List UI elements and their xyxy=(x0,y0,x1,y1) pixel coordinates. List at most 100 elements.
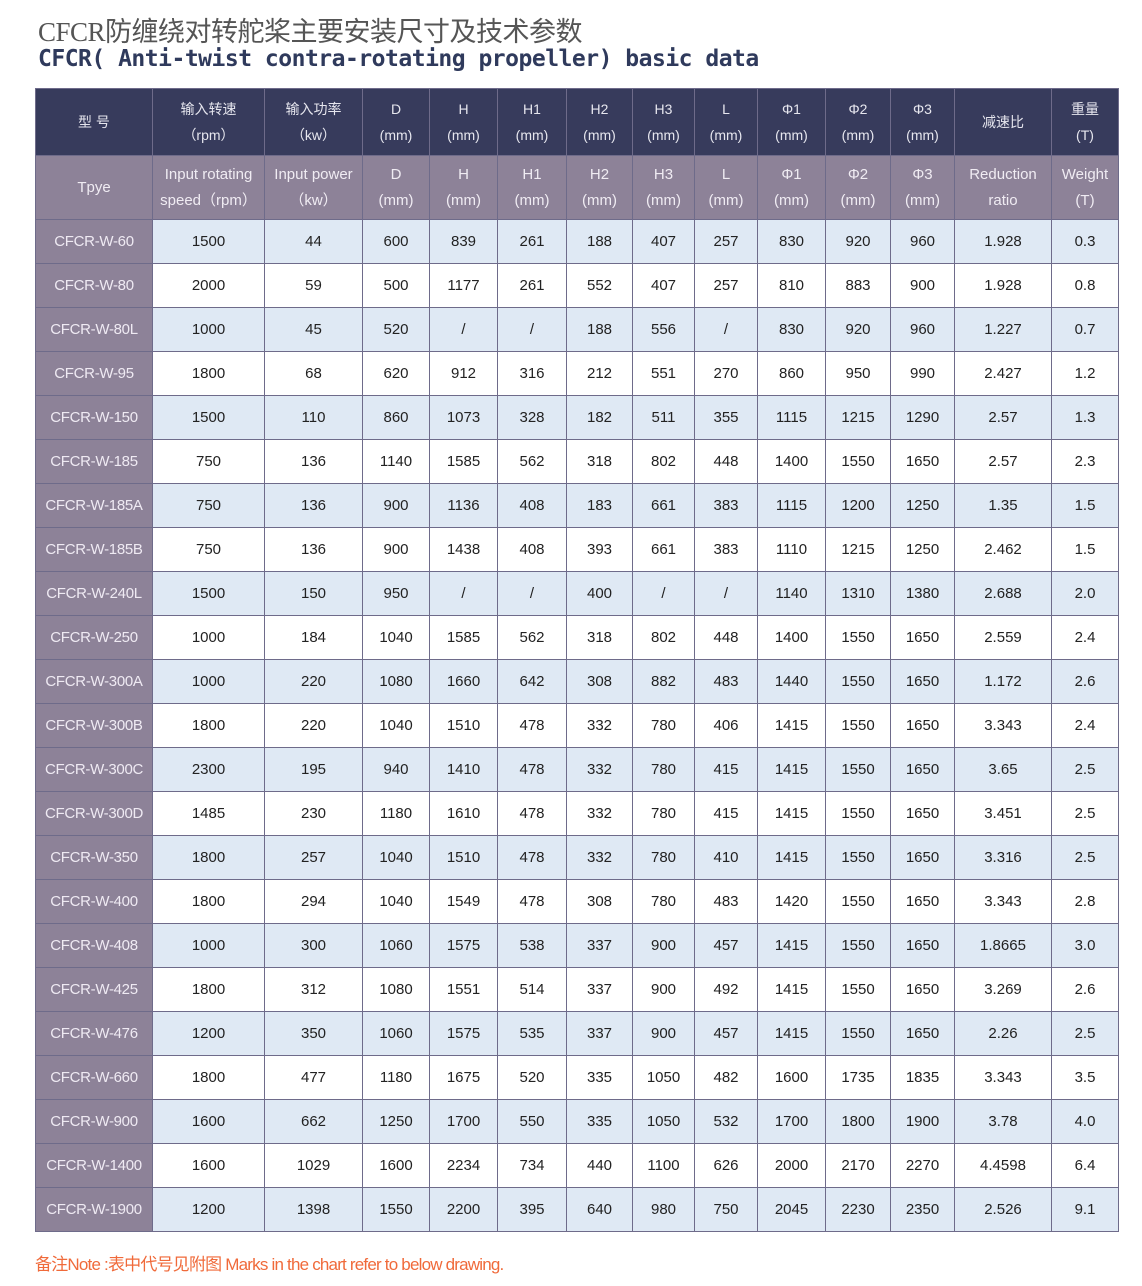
value-cell: 1650 xyxy=(890,1011,955,1056)
value-cell: 335 xyxy=(566,1055,633,1100)
value-cell: 1115 xyxy=(757,483,826,528)
header-line: 输入转速 xyxy=(180,101,237,117)
value-cell: 59 xyxy=(264,263,363,308)
value-cell: 1180 xyxy=(362,791,430,836)
specs-table: 型 号 输入转速 （rpm） 输入功率 （kw） D (mm) H (mm) H1 (mm) H2 (m… xyxy=(35,88,1119,1232)
value-cell: 661 xyxy=(632,527,695,572)
value-cell: 1500 xyxy=(152,571,265,616)
value-cell: 1550 xyxy=(825,703,891,748)
value-cell: 1.5 xyxy=(1051,483,1119,528)
table-row: CFCR-W-1900 1200 1398 1550 2200 395 640 980 750 2… xyxy=(35,1187,1119,1232)
column-header: H2 (mm) xyxy=(566,155,633,220)
value-cell: 1650 xyxy=(890,747,955,792)
column-header: H2 (mm) xyxy=(566,88,633,156)
value-cell: 538 xyxy=(497,923,567,968)
table-row: CFCR-W-95 1800 68 620 912 316 212 551 270 860 950 9… xyxy=(35,351,1119,396)
value-cell: 1650 xyxy=(890,791,955,836)
value-cell: 395 xyxy=(497,1187,567,1232)
value-cell: 830 xyxy=(757,219,826,264)
value-cell: 960 xyxy=(890,219,955,264)
header-line: Input rotating xyxy=(164,165,253,183)
value-cell: 2270 xyxy=(890,1143,955,1188)
value-cell: 182 xyxy=(566,395,633,440)
header-line: H xyxy=(458,165,469,183)
column-header: 输入功率 （kw） xyxy=(264,88,363,156)
column-header: Input power （kw） xyxy=(264,155,363,220)
value-cell: 990 xyxy=(890,351,955,396)
value-cell: 332 xyxy=(566,835,633,880)
header-line: ratio xyxy=(988,191,1018,209)
value-cell: 1650 xyxy=(890,967,955,1012)
header-line: （kw） xyxy=(289,191,338,209)
value-cell: 900 xyxy=(362,483,430,528)
value-cell: 1700 xyxy=(429,1099,498,1144)
value-cell: 410 xyxy=(694,835,758,880)
value-cell: 900 xyxy=(632,967,695,1012)
value-cell: 1650 xyxy=(890,835,955,880)
value-cell: 1415 xyxy=(757,791,826,836)
table-row: CFCR-W-300C 2300 195 940 1410 478 332 780 415 141… xyxy=(35,747,1119,792)
header-line: （kw） xyxy=(290,127,337,143)
column-header: Φ1 (mm) xyxy=(757,155,826,220)
value-cell: 337 xyxy=(566,1011,633,1056)
value-cell: 318 xyxy=(566,615,633,660)
value-cell: 1575 xyxy=(429,1011,498,1056)
value-cell: 1550 xyxy=(825,615,891,660)
value-cell: 1.928 xyxy=(954,263,1052,308)
value-cell: 1.3 xyxy=(1051,395,1119,440)
value-cell: 3.65 xyxy=(954,747,1052,792)
model-cell: CFCR-W-476 xyxy=(35,1011,153,1056)
value-cell: 483 xyxy=(694,879,758,924)
value-cell: 318 xyxy=(566,439,633,484)
value-cell: 1215 xyxy=(825,527,891,572)
header-line: D xyxy=(390,101,402,117)
table-row: CFCR-W-150 1500 110 860 1073 328 182 511 355 1115… xyxy=(35,395,1119,440)
value-cell: 136 xyxy=(264,527,363,572)
header-line: speed（rpm） xyxy=(160,191,257,209)
value-cell: 2.526 xyxy=(954,1187,1052,1232)
value-cell: 1800 xyxy=(152,703,265,748)
value-cell: 2.57 xyxy=(954,439,1052,484)
value-cell: 780 xyxy=(632,747,695,792)
value-cell: 1600 xyxy=(757,1055,826,1100)
value-cell: 408 xyxy=(497,527,567,572)
value-cell: 478 xyxy=(497,791,567,836)
header-line: H1 xyxy=(522,165,542,183)
value-cell: 2300 xyxy=(152,747,265,792)
header-line: (T) xyxy=(1076,127,1094,143)
header-line: H2 xyxy=(589,165,610,183)
model-cell: CFCR-W-250 xyxy=(35,615,153,660)
value-cell: 750 xyxy=(152,439,265,484)
value-cell: 220 xyxy=(264,703,363,748)
value-cell: 1040 xyxy=(362,615,430,660)
value-cell: 2000 xyxy=(757,1143,826,1188)
value-cell: 562 xyxy=(497,439,567,484)
value-cell: 1060 xyxy=(362,923,430,968)
model-cell: CFCR-W-185A xyxy=(35,483,153,528)
value-cell: 750 xyxy=(152,527,265,572)
value-cell: 2.57 xyxy=(954,395,1052,440)
value-cell: 1800 xyxy=(152,879,265,924)
value-cell: 2.5 xyxy=(1051,791,1119,836)
value-cell: 1398 xyxy=(264,1187,363,1232)
value-cell: 332 xyxy=(566,703,633,748)
value-cell: 3.343 xyxy=(954,703,1052,748)
value-cell: 448 xyxy=(694,439,758,484)
value-cell: / xyxy=(497,571,567,616)
header-line: (mm) xyxy=(774,191,809,209)
value-cell: 860 xyxy=(362,395,430,440)
value-cell: 1.172 xyxy=(954,659,1052,704)
value-cell: 1140 xyxy=(757,571,826,616)
header-line: Φ3 xyxy=(912,165,933,183)
value-cell: 150 xyxy=(264,571,363,616)
value-cell: 3.0 xyxy=(1051,923,1119,968)
value-cell: 4.0 xyxy=(1051,1099,1119,1144)
value-cell: 261 xyxy=(497,219,567,264)
value-cell: 750 xyxy=(152,483,265,528)
header-line: (mm) xyxy=(709,127,743,143)
value-cell: 355 xyxy=(694,395,758,440)
value-cell: 1400 xyxy=(757,439,826,484)
value-cell: 1800 xyxy=(152,1055,265,1100)
value-cell: 3.451 xyxy=(954,791,1052,836)
column-header: H3 (mm) xyxy=(632,88,695,156)
